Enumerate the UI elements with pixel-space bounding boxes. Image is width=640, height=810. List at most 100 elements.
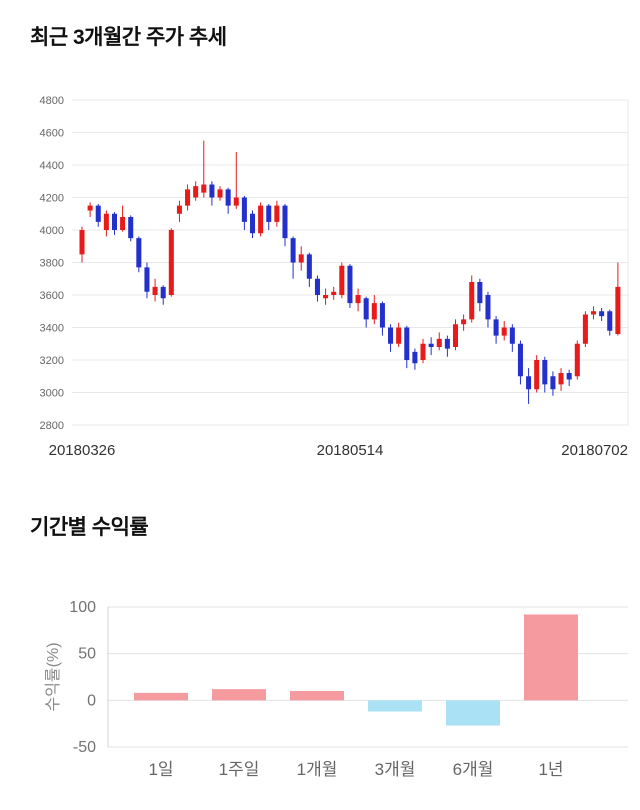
price-trend-section: 최근 3개월간 주가 추세 4800 4600 4400 4200 4000 3800 36… <box>30 26 629 459</box>
category-label: 1일 <box>148 760 173 779</box>
candle-body <box>420 343 426 360</box>
candle-body <box>209 184 215 198</box>
candle-body <box>574 343 580 377</box>
candle-body <box>607 311 613 331</box>
category-label: 1주일 <box>219 760 260 779</box>
candle-body <box>436 338 442 347</box>
candle-body <box>347 265 353 304</box>
candle-body <box>461 319 467 325</box>
candle-body <box>144 267 150 292</box>
category-label: 6개월 <box>453 760 494 779</box>
return-bar <box>368 700 422 712</box>
candle-body <box>323 295 329 299</box>
candle-body <box>388 327 394 344</box>
y-tick-label: -50 <box>73 739 96 756</box>
price-trend-title: 최근 3개월간 주가 추세 <box>30 26 227 49</box>
candle-body <box>217 189 223 198</box>
candle-body <box>509 327 515 344</box>
candle-body <box>79 230 85 255</box>
candle-body <box>566 373 572 380</box>
x-tick-label: 20180702 <box>561 442 628 459</box>
y-tick-label: 4400 <box>40 160 64 172</box>
candle-body <box>534 360 540 390</box>
candle-body <box>485 295 491 320</box>
candle-body <box>193 186 199 198</box>
return-bar <box>290 691 344 701</box>
candle-body <box>87 205 93 211</box>
y-tick-label: 4200 <box>40 193 64 205</box>
candle-body <box>282 205 288 239</box>
candle-body <box>355 295 361 304</box>
y-tick-label: 100 <box>69 599 96 616</box>
candle-body <box>379 303 385 328</box>
candle-body <box>258 205 264 234</box>
x-tick-label: 20180326 <box>49 442 116 459</box>
candle-body <box>266 205 272 222</box>
candle-body <box>103 213 109 230</box>
candle-body <box>550 376 556 390</box>
candle-body <box>128 217 134 239</box>
y-tick-label: 3800 <box>40 258 64 270</box>
candle-body <box>168 230 174 295</box>
candle-body <box>201 184 207 193</box>
candle-body <box>469 282 475 320</box>
candle-body <box>558 373 564 385</box>
candle-body <box>290 238 296 263</box>
candle-body <box>233 197 239 206</box>
candlestick-chart: 4800 4600 4400 4200 4000 3800 3600 3400 3200 3000… <box>40 95 629 459</box>
candle-body <box>160 286 166 299</box>
return-bar <box>134 692 188 701</box>
candle-body <box>526 376 532 390</box>
candle-body <box>493 319 499 336</box>
candle-body <box>542 360 548 385</box>
candle-body <box>95 205 101 222</box>
candle-body <box>599 311 605 317</box>
candle-body <box>111 213 117 230</box>
candle-body <box>176 205 182 214</box>
candle-body <box>120 217 126 230</box>
candle-body <box>615 286 621 334</box>
y-tick-label: 0 <box>87 692 96 709</box>
candle-body <box>404 327 410 360</box>
candle-body <box>517 343 523 377</box>
candle-body <box>225 189 231 206</box>
candle-body <box>249 213 256 234</box>
candle-body <box>428 343 434 347</box>
candle-body <box>298 254 304 263</box>
returns-title: 기간별 수익률 <box>30 516 149 539</box>
category-label: 3개월 <box>375 760 416 779</box>
candle-body <box>371 303 377 320</box>
candle-body <box>591 311 597 315</box>
candle-body <box>477 282 483 304</box>
candle-body <box>306 254 312 279</box>
category-label: 1개월 <box>297 760 338 779</box>
y-tick-label: 3400 <box>40 323 64 335</box>
y-tick-label: 4800 <box>40 95 64 107</box>
candle-body <box>136 238 142 268</box>
candle-body <box>274 205 280 222</box>
candle-body <box>501 327 507 336</box>
candle-body <box>444 338 450 349</box>
y-tick-label: 4000 <box>40 225 64 237</box>
candle-body <box>412 351 418 364</box>
candle-body <box>152 286 158 295</box>
returns-bar-chart: 100 50 0 -50 1일 1주일 1개월 3개월 6개월 1년 수익률(%) <box>44 599 628 779</box>
candle-body <box>241 197 247 222</box>
y-axis-label: 수익률(%) <box>44 642 62 711</box>
x-tick-label: 20180514 <box>317 442 384 459</box>
candle-body <box>582 314 588 344</box>
category-label: 1년 <box>538 760 563 779</box>
candle-body <box>314 278 320 295</box>
returns-section: 기간별 수익률 100 50 0 -50 1일 1주일 1개월 3개월 6개월 1년 수익률(%) <box>0 516 640 790</box>
return-bar <box>524 614 578 701</box>
candle-body <box>452 324 459 347</box>
y-tick-label: 3600 <box>40 290 64 302</box>
candle-body <box>363 298 369 320</box>
candle-body <box>396 327 402 344</box>
return-bar <box>446 700 500 726</box>
candle-body <box>331 291 337 295</box>
y-tick-label: 3200 <box>40 355 64 367</box>
candle-body <box>339 265 345 295</box>
candle-body <box>185 189 191 206</box>
